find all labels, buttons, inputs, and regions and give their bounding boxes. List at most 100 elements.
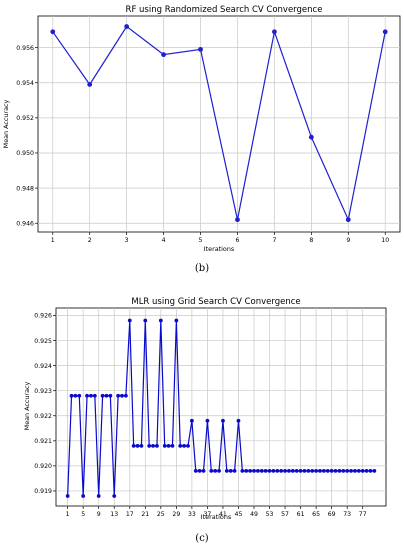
c-data-point <box>155 443 159 448</box>
c-x-tick-label: 33 <box>188 511 196 518</box>
c-data-point <box>255 469 260 473</box>
c-x-tick-label: 57 <box>281 511 289 518</box>
b-y-tick-label: 0.952 <box>16 115 34 122</box>
c-data-point <box>325 469 330 473</box>
c-data-point <box>314 469 319 473</box>
c-y-tick-label: 0.920 <box>34 463 52 470</box>
c-x-tick-label: 53 <box>266 511 274 518</box>
c-data-point <box>259 469 264 473</box>
c-data-point <box>85 393 89 398</box>
chart-b-x-ticks: 1 2 3 4 5 6 7 8 9 10 <box>51 232 389 244</box>
chart-b-series <box>50 24 388 223</box>
c-data-point <box>135 443 140 448</box>
c-data-point <box>201 469 206 473</box>
c-x-tick-label: 37 <box>203 511 211 518</box>
c-data-point <box>100 393 105 398</box>
c-data-point <box>372 469 377 473</box>
chart-c-x-ticks: 1 5 9 13 17 21 25 29 33 37 41 45 49 53 57 61 65 69 73 77 <box>66 506 367 518</box>
c-data-point <box>221 418 225 423</box>
c-data-point <box>287 469 291 473</box>
c-data-point <box>337 469 342 473</box>
chart-b-caption: (b) <box>195 263 209 274</box>
c-data-point <box>318 469 322 473</box>
c-data-point <box>143 318 148 323</box>
c-data-point <box>271 469 276 473</box>
c-x-tick-label: 9 <box>97 511 101 518</box>
b-data-point <box>308 134 314 140</box>
c-data-point <box>356 469 361 473</box>
b-x-tick-label: 10 <box>381 237 389 244</box>
c-data-point <box>166 443 171 448</box>
c-data-point <box>306 469 311 473</box>
b-series-line <box>52 25 386 222</box>
c-data-point <box>302 469 307 473</box>
c-data-point <box>252 469 256 473</box>
c-data-point <box>158 318 163 323</box>
c-y-tick-label: 0.924 <box>34 363 52 370</box>
c-x-tick-label: 5 <box>81 511 85 518</box>
c-x-tick-label: 25 <box>157 511 165 518</box>
c-data-point <box>283 469 287 473</box>
c-x-tick-label: 13 <box>110 511 118 518</box>
c-data-point <box>205 418 210 423</box>
c-data-point <box>267 469 272 473</box>
c-data-point <box>232 469 237 473</box>
c-data-point <box>224 469 229 473</box>
c-data-point <box>81 494 86 498</box>
c-data-point <box>329 469 334 473</box>
c-data-point <box>275 469 280 473</box>
chart-c-y-ticks: 0.919 0.920 0.921 0.922 0.923 0.924 0.925 0.926 <box>34 313 56 495</box>
c-data-point <box>120 393 124 398</box>
c-x-tick-label: 65 <box>312 511 320 518</box>
b-x-tick-label: 6 <box>236 237 240 244</box>
c-data-point <box>310 469 315 473</box>
c-x-tick-label: 1 <box>66 511 70 518</box>
b-data-point <box>124 24 130 29</box>
c-x-tick-label: 73 <box>343 511 351 518</box>
c-data-point <box>368 469 373 473</box>
c-data-point <box>186 443 190 448</box>
b-x-tick-label: 8 <box>309 237 313 244</box>
c-data-point <box>174 318 179 323</box>
chart-c-plot-area <box>55 307 387 507</box>
c-data-point <box>189 418 194 423</box>
chart-c: MLR using Grid Search CV Convergence 0.9… <box>23 297 387 544</box>
b-y-tick-label: 0.954 <box>16 80 34 87</box>
b-data-point <box>87 82 93 87</box>
c-data-point <box>112 494 117 498</box>
b-x-tick-label: 9 <box>346 237 350 244</box>
c-data-point <box>345 469 350 473</box>
chart-b-grid <box>38 16 400 232</box>
chart-b-title: RF using Randomized Search CV Convergenc… <box>126 5 323 15</box>
c-data-point <box>182 443 187 448</box>
c-data-point <box>178 443 183 448</box>
c-data-point <box>147 443 152 448</box>
c-data-point <box>360 469 365 473</box>
c-data-point <box>108 393 113 398</box>
c-y-tick-label: 0.921 <box>34 438 52 445</box>
b-data-point <box>161 52 166 58</box>
c-data-point <box>333 469 338 473</box>
b-data-point <box>235 217 240 223</box>
c-data-point <box>321 469 326 473</box>
c-data-point <box>69 393 74 398</box>
b-data-point <box>382 29 388 35</box>
c-data-point <box>240 469 245 473</box>
chart-c-title: MLR using Grid Search CV Convergence <box>131 297 300 307</box>
c-y-tick-label: 0.923 <box>34 388 52 395</box>
c-data-point <box>244 469 249 473</box>
c-data-point <box>197 469 202 473</box>
c-data-point <box>77 393 82 398</box>
chart-c-series <box>65 318 377 498</box>
c-data-point <box>349 469 353 473</box>
c-data-point <box>213 469 218 473</box>
b-y-tick-label: 0.948 <box>16 185 34 192</box>
c-data-point <box>353 469 357 473</box>
b-y-tick-label: 0.956 <box>16 45 34 52</box>
c-data-point <box>364 469 369 473</box>
c-data-point <box>170 443 175 448</box>
c-y-tick-label: 0.919 <box>34 488 52 495</box>
c-data-point <box>193 469 198 473</box>
c-data-point <box>151 443 155 448</box>
chart-b-x-axis-label: Iterations <box>204 245 235 253</box>
